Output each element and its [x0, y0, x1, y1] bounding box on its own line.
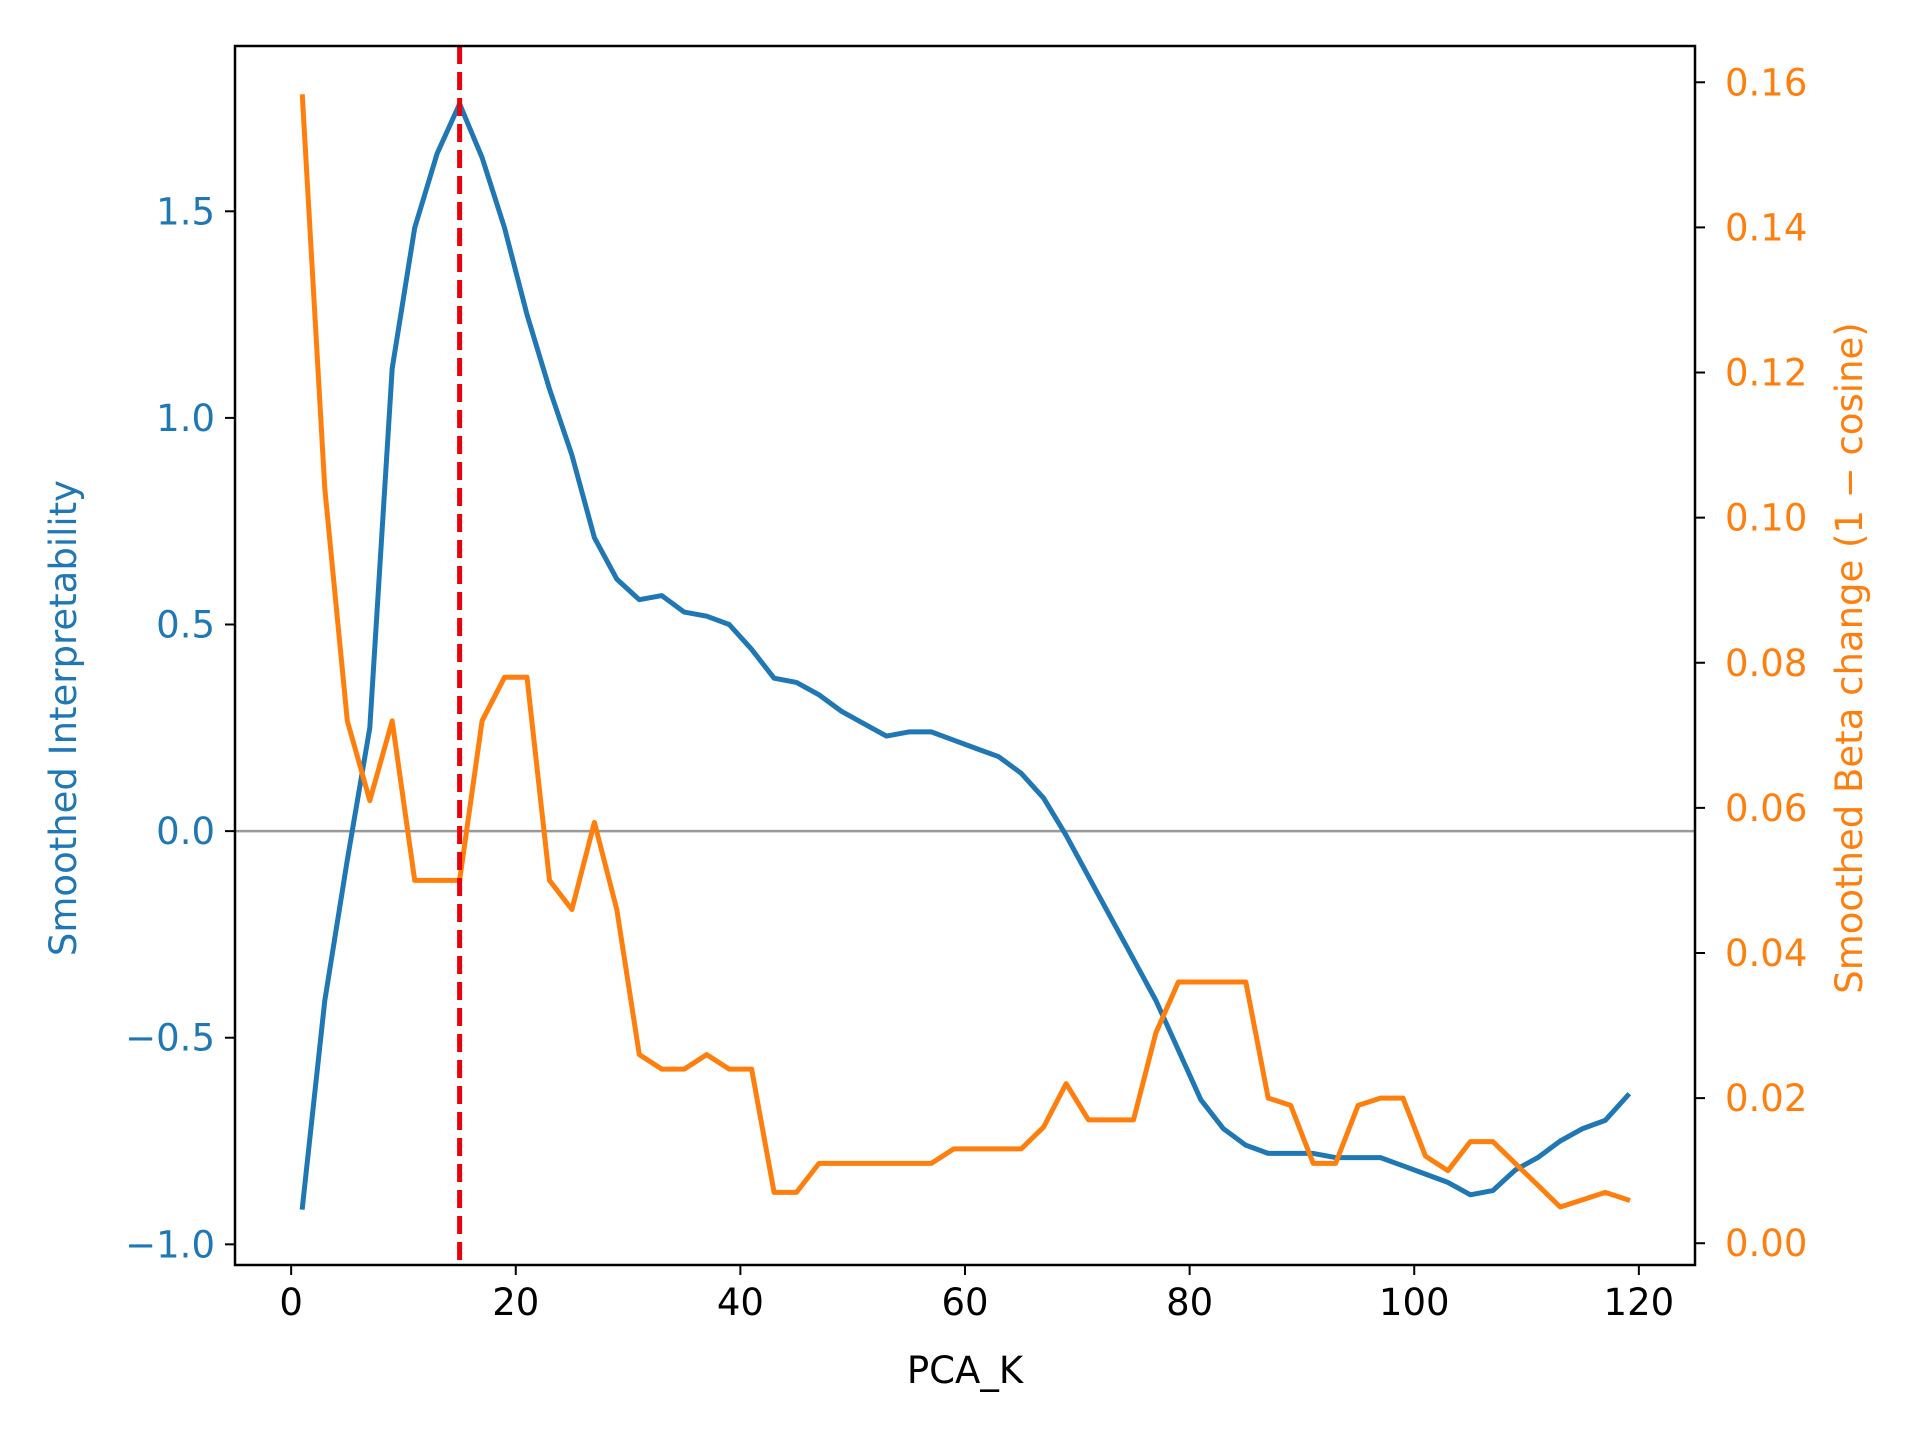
- x-tick-label: 120: [1604, 1281, 1675, 1324]
- x-axis-label: PCA_K: [907, 1349, 1025, 1392]
- x-tick-label: 20: [492, 1281, 539, 1324]
- y-right-tick-label: 0.14: [1725, 206, 1807, 249]
- x-tick-label: 100: [1379, 1281, 1450, 1324]
- x-tick-label: 60: [941, 1281, 988, 1324]
- y-right-tick-label: 0.04: [1725, 932, 1807, 975]
- y-right-tick-label: 0.06: [1725, 787, 1807, 830]
- y-left-tick-label: 1.0: [156, 397, 215, 440]
- x-tick-label: 40: [717, 1281, 764, 1324]
- y-axis-right-label: Smoothed Beta change (1 − cosine): [1828, 322, 1871, 993]
- y-right-tick-label: 0.16: [1725, 61, 1807, 104]
- beta-change-line: [299, 94, 1631, 1210]
- y-left-tick-label: −1.0: [125, 1223, 215, 1266]
- x-tick-label: 80: [1166, 1281, 1213, 1324]
- y-right-tick-label: 0.10: [1725, 497, 1807, 540]
- axes-layer: 0 20 40 60 80 100 120 −1.0 −0.5 0.0 0.5 1.0 1.5 0.00 0…: [125, 44, 1807, 1324]
- x-tick-label: 0: [279, 1281, 303, 1324]
- interpretability-line: [299, 101, 1632, 1210]
- y-left-tick-label: 1.5: [156, 190, 215, 233]
- series-layer: [235, 46, 1695, 1265]
- y-right-tick-label: 0.00: [1725, 1222, 1807, 1265]
- y-right-tick-label: 0.12: [1725, 352, 1807, 395]
- y-left-tick-label: 0.5: [156, 604, 215, 647]
- y-left-tick-label: 0.0: [156, 810, 215, 853]
- y-right-tick-label: 0.02: [1725, 1077, 1807, 1120]
- y-right-tick-label: 0.08: [1725, 642, 1807, 685]
- y-axis-left-label: Smoothed Interpretability: [42, 480, 85, 956]
- y-left-tick-label: −0.5: [125, 1017, 215, 1060]
